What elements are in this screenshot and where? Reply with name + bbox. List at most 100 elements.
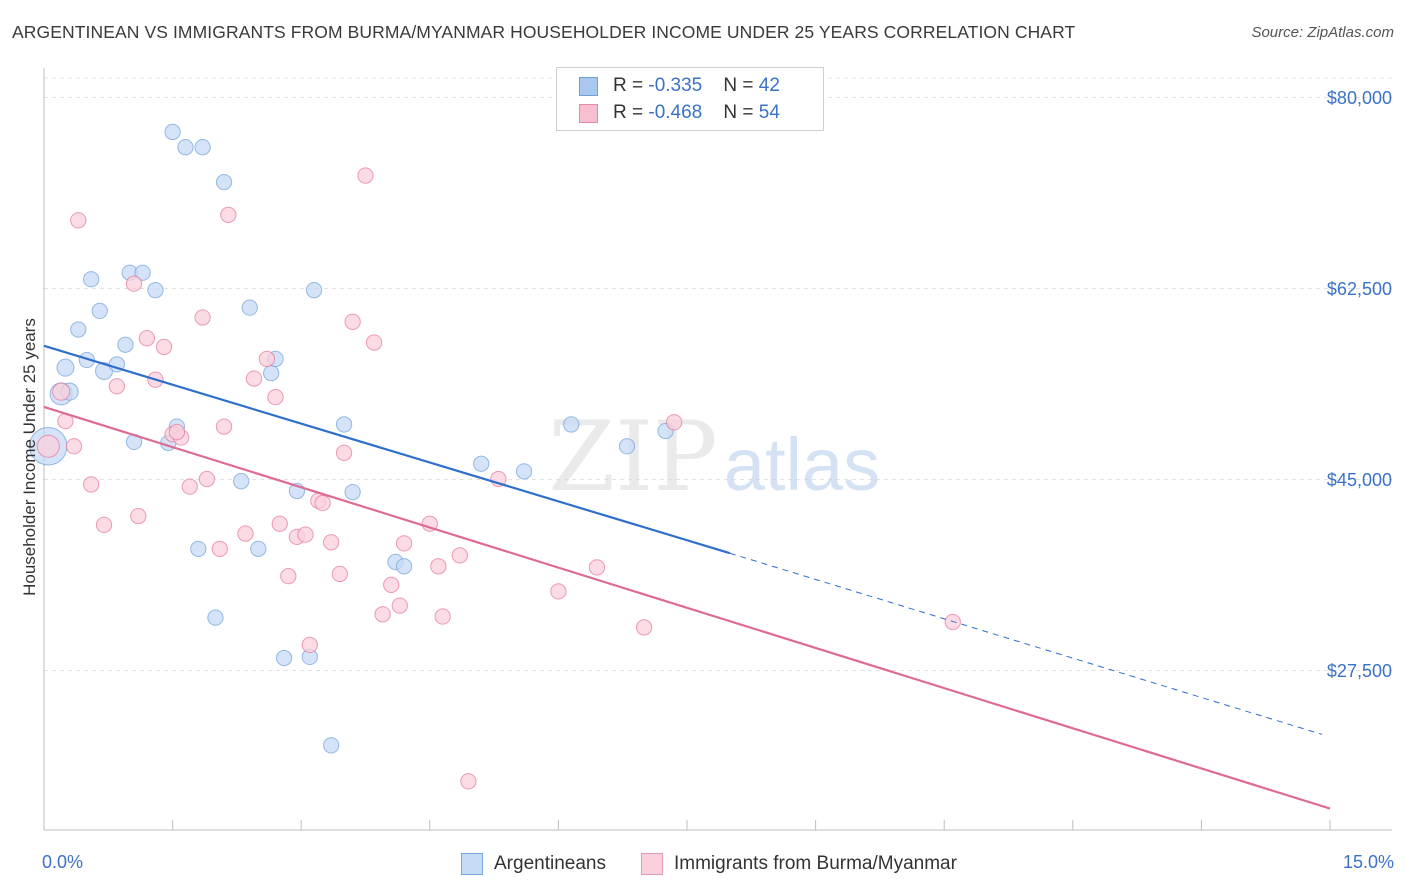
point-burma <box>211 540 228 558</box>
point-burma <box>588 559 606 576</box>
point-argentineans <box>207 609 224 626</box>
trend-line-argentineans <box>43 344 731 555</box>
series-burma-points <box>36 167 961 790</box>
x-tick-label-min: 0.0% <box>42 852 84 872</box>
stats-swatch-burma <box>579 104 598 123</box>
point-burma <box>365 334 383 351</box>
point-argentineans <box>250 540 267 558</box>
point-argentineans <box>194 139 211 156</box>
point-burma <box>434 608 451 625</box>
point-argentineans <box>335 416 353 433</box>
point-argentineans <box>473 455 490 472</box>
point-burma <box>391 597 408 614</box>
point-argentineans <box>56 358 75 377</box>
point-argentineans <box>91 302 108 320</box>
point-argentineans <box>233 473 250 490</box>
point-argentineans <box>563 416 580 433</box>
point-burma <box>138 330 156 347</box>
point-burma <box>215 418 233 435</box>
trend-line-burma <box>43 405 1331 810</box>
point-burma <box>314 494 331 512</box>
point-burma <box>237 525 254 542</box>
grid-lines <box>44 77 1392 671</box>
point-argentineans <box>241 299 258 316</box>
trend-lines <box>43 344 1331 810</box>
point-burma <box>194 309 211 326</box>
chart-title: ARGENTINEAN VS IMMIGRANTS FROM BURMA/MYA… <box>12 22 1076 42</box>
point-argentineans <box>215 173 233 191</box>
point-burma <box>271 515 288 532</box>
point-argentineans <box>83 271 100 288</box>
point-burma <box>395 535 413 552</box>
y-tick-label: $45,000 <box>1327 470 1392 490</box>
stats-swatch-argentineans <box>579 77 598 96</box>
legend-label: Immigrants from Burma/Myanmar <box>674 853 957 874</box>
point-burma <box>297 526 314 543</box>
point-burma <box>70 212 87 229</box>
source-credit: Source: ZipAtlas.com <box>1251 24 1394 41</box>
point-burma <box>181 478 198 495</box>
point-argentineans <box>177 139 194 156</box>
point-burma <box>52 382 71 401</box>
point-burma <box>451 547 468 564</box>
axes <box>43 68 1392 831</box>
point-burma <box>83 476 100 493</box>
point-burma <box>108 378 126 395</box>
point-argentineans <box>305 282 323 299</box>
point-argentineans <box>190 540 207 558</box>
point-argentineans <box>147 282 164 299</box>
point-burma <box>331 565 348 583</box>
watermark-atlas: atlas <box>724 423 880 506</box>
point-burma <box>220 206 237 224</box>
y-axis-label: Householder Income Under 25 years <box>20 318 39 596</box>
point-argentineans <box>164 123 181 141</box>
x-tick-label-max: 15.0% <box>1342 852 1394 872</box>
point-burma <box>168 423 186 441</box>
point-burma <box>125 275 143 292</box>
point-burma <box>36 434 60 458</box>
point-argentineans <box>117 336 134 353</box>
point-burma <box>267 388 284 406</box>
y-tick-label: $62,500 <box>1327 279 1392 299</box>
point-burma <box>460 773 477 790</box>
y-tick-labels: $27,500 $45,000 $62,500 $80,000 <box>1327 88 1392 681</box>
legend: Argentineans Immigrants from Burma/Myanm… <box>0 852 1406 878</box>
point-burma <box>944 613 961 631</box>
point-burma <box>374 606 391 623</box>
point-burma <box>550 583 567 600</box>
point-burma <box>155 338 173 356</box>
point-burma <box>430 558 447 575</box>
point-burma <box>323 534 340 551</box>
point-argentineans <box>618 438 636 455</box>
point-argentineans <box>275 649 293 667</box>
stats-text: R = -0.468 N = 54 <box>613 102 780 123</box>
point-argentineans <box>323 737 340 754</box>
point-burma <box>301 636 318 654</box>
point-argentineans <box>395 558 413 575</box>
point-burma <box>65 438 83 455</box>
stats-text: R = -0.335 N = 42 <box>613 75 780 96</box>
point-burma <box>95 516 113 533</box>
watermark: ZIP atlas <box>548 401 880 513</box>
point-burma <box>344 313 361 330</box>
point-burma <box>258 350 276 368</box>
point-argentineans <box>515 463 533 480</box>
point-burma <box>245 370 263 387</box>
point-burma <box>665 414 683 431</box>
point-burma <box>198 470 216 488</box>
legend-swatch-burma <box>641 853 663 875</box>
y-tick-label: $80,000 <box>1327 88 1392 108</box>
legend-swatch-argentineans <box>461 853 483 875</box>
point-burma <box>357 167 374 184</box>
point-burma <box>383 576 400 594</box>
point-argentineans <box>134 264 151 281</box>
point-burma <box>635 619 653 636</box>
y-tick-label: $27,500 <box>1327 661 1392 681</box>
point-argentineans <box>344 483 361 501</box>
point-argentineans <box>70 321 87 338</box>
point-burma <box>335 444 353 461</box>
correlation-stats-box: R = -0.335 N = 42 R = -0.468 N = 54 <box>556 67 824 131</box>
point-argentineans <box>263 364 280 382</box>
point-burma <box>130 507 147 525</box>
